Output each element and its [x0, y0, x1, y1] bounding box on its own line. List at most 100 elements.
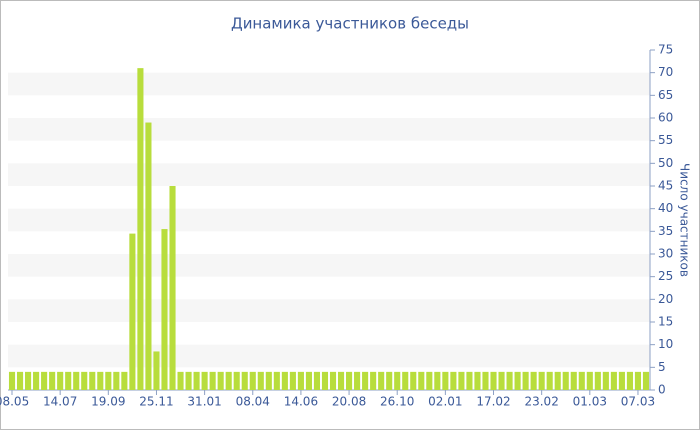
x-tick-label: 07.03: [621, 395, 655, 409]
bar: [402, 371, 409, 390]
y-tick-label: 50: [658, 156, 673, 170]
x-tick-label: 02.01: [428, 395, 462, 409]
bar: [522, 371, 529, 390]
grid-band: [8, 163, 650, 186]
bar: [257, 371, 264, 390]
bar: [642, 371, 650, 390]
bar: [570, 371, 577, 390]
bar: [305, 371, 312, 390]
grid-band: [8, 72, 650, 96]
bar: [538, 371, 545, 390]
bar: [129, 233, 136, 390]
bar: [185, 371, 192, 390]
x-tick-label: 19.09: [91, 395, 125, 409]
bar: [177, 371, 184, 390]
bar: [25, 371, 32, 390]
bar: [514, 371, 521, 390]
bar: [313, 371, 321, 390]
bar: [602, 371, 609, 390]
bar: [169, 186, 176, 390]
bar: [354, 371, 361, 390]
y-tick-label: 75: [658, 43, 673, 57]
bar: [434, 371, 441, 390]
y-tick-label: 10: [658, 337, 673, 351]
bar: [16, 371, 24, 390]
y-tick-label: 65: [658, 88, 673, 102]
bar: [450, 371, 457, 390]
bar: [233, 371, 240, 390]
x-tick-label: 31.01: [187, 395, 221, 409]
bar: [321, 371, 329, 390]
x-tick-label: 14.07: [43, 395, 77, 409]
bar: [265, 371, 272, 390]
y-tick-label: 0: [658, 383, 666, 397]
bar: [578, 371, 585, 390]
bar: [418, 371, 425, 390]
bar: [329, 371, 337, 390]
grid-band: [8, 208, 650, 232]
x-tick-label: 17.02: [476, 395, 510, 409]
bar: [8, 371, 16, 390]
bar: [530, 371, 537, 390]
bar: [81, 371, 88, 390]
bar: [634, 371, 642, 390]
y-tick-label: 5: [658, 360, 666, 374]
bar: [506, 371, 513, 390]
x-tick-label: 23.02: [524, 395, 558, 409]
chart-title: Динамика участников беседы: [231, 15, 469, 33]
bar: [225, 371, 232, 390]
bar: [201, 371, 208, 390]
grid-band: [8, 118, 650, 141]
bar: [89, 371, 96, 390]
bar: [289, 371, 296, 390]
bar: [386, 371, 393, 390]
bar: [217, 371, 224, 390]
bar: [41, 371, 48, 390]
bar: [442, 371, 449, 390]
bar: [113, 371, 120, 390]
bar: [249, 371, 256, 390]
bar: [498, 371, 505, 390]
bar: [490, 371, 497, 390]
bar: [121, 371, 128, 390]
x-tick-label: 08.04: [236, 395, 270, 409]
y-tick-label: 70: [658, 65, 673, 79]
y-tick-label: 55: [658, 133, 673, 147]
bar: [610, 371, 617, 390]
x-tick-label: 20.08: [332, 395, 366, 409]
bar: [370, 371, 377, 390]
bar: [618, 371, 625, 390]
bar: [594, 371, 601, 390]
bar: [426, 371, 433, 390]
bar: [626, 371, 633, 390]
bar: [209, 371, 216, 390]
bar: [193, 371, 200, 390]
y-tick-label: 30: [658, 247, 673, 261]
bar: [137, 68, 144, 390]
bar: [161, 229, 168, 390]
bar: [73, 371, 80, 390]
y-tick-label: 40: [658, 201, 673, 215]
y-tick-label: 20: [658, 292, 673, 306]
bar: [65, 371, 72, 390]
y-tick-label: 25: [658, 269, 673, 283]
bar: [97, 371, 104, 390]
bar: [33, 371, 40, 390]
y-tick-label: 15: [658, 315, 673, 329]
bar: [474, 371, 481, 390]
grid-band: [8, 254, 650, 277]
bar: [362, 371, 369, 390]
bar: [297, 371, 304, 390]
x-tick-label: 01.03: [573, 395, 607, 409]
bar: [482, 371, 489, 390]
bar: [105, 371, 112, 390]
x-tick-label: 26.10: [380, 395, 414, 409]
y-tick-label: 60: [658, 111, 673, 125]
y-tick-label: 35: [658, 224, 673, 238]
bar: [281, 371, 288, 390]
x-tick-label: 25.11: [139, 395, 173, 409]
bar: [378, 371, 385, 390]
bar: [410, 371, 417, 390]
y-tick-label: 45: [658, 179, 673, 193]
